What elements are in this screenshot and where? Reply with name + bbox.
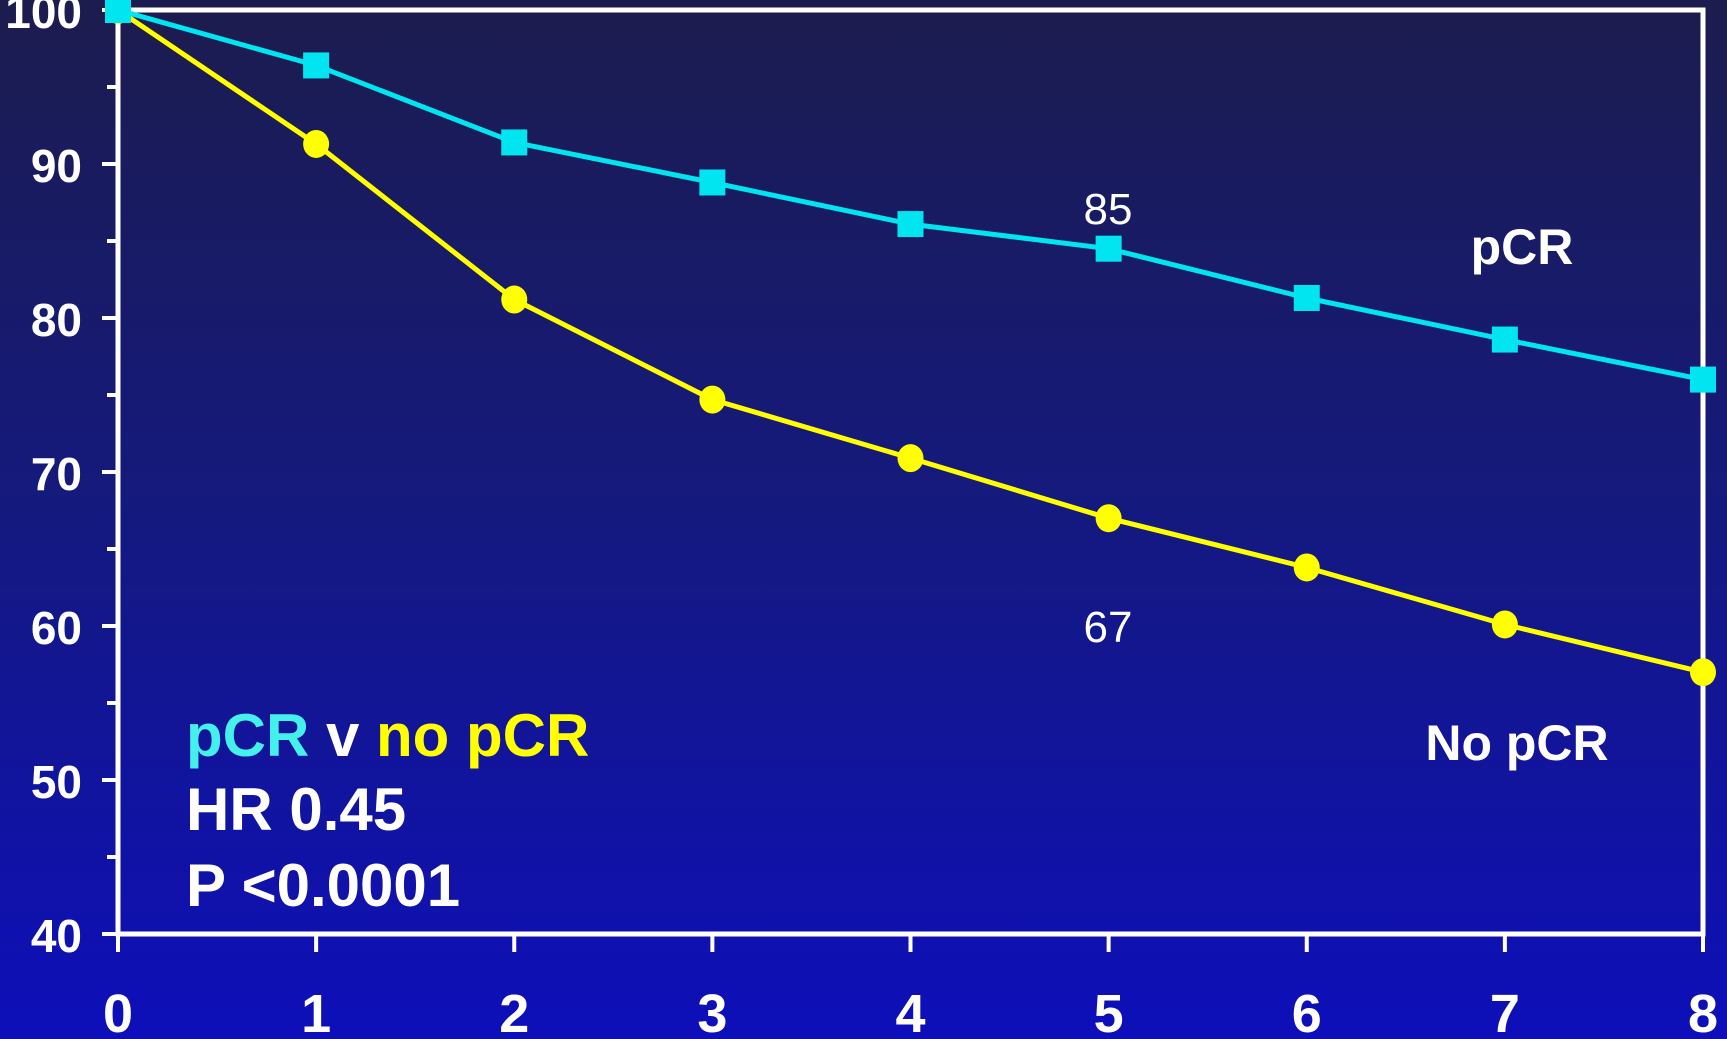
y-tick-label: 70 bbox=[31, 448, 82, 500]
pcr-series-label: pCR bbox=[1471, 219, 1574, 275]
pcr-point bbox=[303, 52, 330, 79]
nopcr-point bbox=[897, 444, 924, 473]
x-tick-label: 8 bbox=[1688, 984, 1718, 1039]
nopcr-point bbox=[1293, 553, 1320, 582]
x-tick-label: 2 bbox=[499, 984, 529, 1039]
y-tick-label: 60 bbox=[31, 602, 82, 654]
pcr-point bbox=[1293, 284, 1320, 311]
nopcr-point bbox=[303, 129, 330, 158]
pcr-point bbox=[699, 169, 726, 196]
nopcr-point bbox=[1690, 658, 1716, 687]
pcr-point bbox=[105, 0, 131, 23]
nopcr-point bbox=[699, 385, 726, 414]
comparison-line: pCR v no pCR bbox=[186, 702, 589, 769]
x-tick-label: 6 bbox=[1292, 984, 1322, 1039]
comparison-pcr: pCR bbox=[186, 702, 309, 769]
nopcr-point bbox=[1491, 610, 1518, 639]
x-tick-label: 0 bbox=[103, 984, 133, 1039]
pcr-point bbox=[1491, 326, 1518, 353]
y-tick-label: 50 bbox=[31, 756, 82, 808]
nopcr-value-label: 67 bbox=[1084, 603, 1133, 652]
p-value-text: P <0.0001 bbox=[186, 852, 460, 919]
series-layer bbox=[105, 0, 1716, 687]
y-tick-label: 80 bbox=[31, 294, 82, 346]
x-tick-label: 7 bbox=[1490, 984, 1520, 1039]
nopcr-series-label: No pCR bbox=[1425, 715, 1608, 771]
pcr-point bbox=[1095, 235, 1122, 262]
hazard-ratio-text: HR 0.45 bbox=[186, 776, 406, 843]
pcr-point bbox=[501, 129, 528, 156]
x-tick-label: 5 bbox=[1094, 984, 1124, 1039]
x-tick-label: 3 bbox=[697, 984, 727, 1039]
comparison-nopcr: no pCR bbox=[376, 702, 589, 769]
nopcr-series-line bbox=[116, 7, 1704, 675]
pcr-point bbox=[897, 211, 924, 238]
comparison-v: v bbox=[309, 702, 376, 769]
nopcr-point bbox=[1095, 504, 1122, 533]
annotation-layer: 85 67 pCR No pCR pCR v no pCR HR 0.45 P … bbox=[186, 185, 1609, 919]
x-tick-label: 1 bbox=[301, 984, 331, 1039]
pcr-point bbox=[1690, 366, 1716, 393]
x-tick-label: 4 bbox=[895, 984, 925, 1039]
y-tick-label: 40 bbox=[31, 910, 82, 962]
y-tick-label: 90 bbox=[31, 140, 82, 192]
pcr-value-label: 85 bbox=[1084, 185, 1133, 234]
pcr-series-line bbox=[117, 7, 1704, 383]
y-tick-label: 100 bbox=[5, 0, 82, 38]
nopcr-point bbox=[501, 285, 528, 314]
